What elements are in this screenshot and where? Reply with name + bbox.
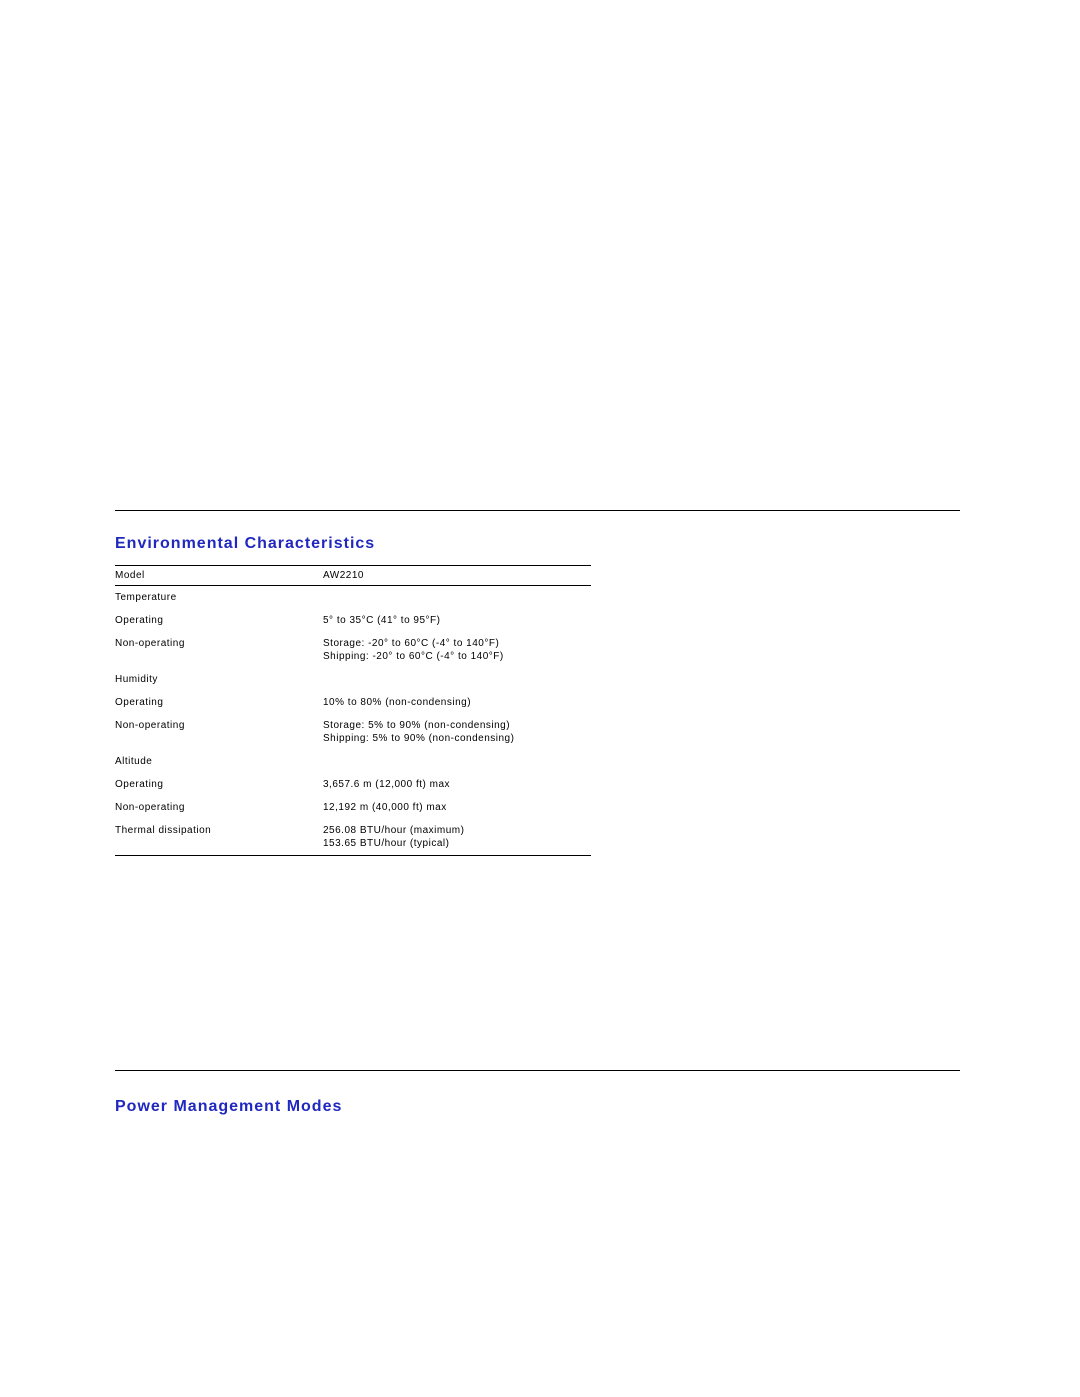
section-heading-env: Environmental Characteristics	[115, 535, 375, 553]
table-cell-value: 12,192 m (40,000 ft) max	[323, 796, 591, 819]
table-row: Non-operatingStorage: -20° to 60°C (-4° …	[115, 632, 591, 668]
table-cell-value: 256.08 BTU/hour (maximum) 153.65 BTU/hou…	[323, 819, 591, 856]
table-cell-value	[323, 668, 591, 691]
table-cell-value	[323, 750, 591, 773]
table-header-row: Model AW2210	[115, 566, 591, 586]
table-cell-label: Temperature	[115, 586, 323, 610]
table-cell-label: Humidity	[115, 668, 323, 691]
table-row: Operating5° to 35°C (41° to 95°F)	[115, 609, 591, 632]
table-row: Temperature	[115, 586, 591, 610]
table-header-value: AW2210	[323, 566, 591, 586]
section-heading-power: Power Management Modes	[115, 1098, 342, 1116]
table-row: Operating10% to 80% (non-condensing)	[115, 691, 591, 714]
table-cell-label: Non-operating	[115, 714, 323, 750]
page: Environmental Characteristics Model AW22…	[0, 0, 1080, 1397]
table-cell-value	[323, 586, 591, 610]
table-cell-value: 3,657.6 m (12,000 ft) max	[323, 773, 591, 796]
section-rule-power	[115, 1070, 960, 1071]
table-cell-value: Storage: -20° to 60°C (-4° to 140°F) Shi…	[323, 632, 591, 668]
env-spec-table: Model AW2210 TemperatureOperating5° to 3…	[115, 565, 591, 856]
table-cell-value: 5° to 35°C (41° to 95°F)	[323, 609, 591, 632]
table-cell-label: Operating	[115, 609, 323, 632]
table-row: Operating3,657.6 m (12,000 ft) max	[115, 773, 591, 796]
table-row: Thermal dissipation256.08 BTU/hour (maxi…	[115, 819, 591, 856]
table-cell-label: Non-operating	[115, 796, 323, 819]
table-cell-value: Storage: 5% to 90% (non-condensing) Ship…	[323, 714, 591, 750]
table-row: Non-operatingStorage: 5% to 90% (non-con…	[115, 714, 591, 750]
table-row: Humidity	[115, 668, 591, 691]
table-cell-label: Thermal dissipation	[115, 819, 323, 856]
table-cell-label: Operating	[115, 773, 323, 796]
table-cell-value: 10% to 80% (non-condensing)	[323, 691, 591, 714]
table-cell-label: Operating	[115, 691, 323, 714]
table-row: Non-operating12,192 m (40,000 ft) max	[115, 796, 591, 819]
section-rule-env	[115, 510, 960, 511]
table-cell-label: Altitude	[115, 750, 323, 773]
table-cell-label: Non-operating	[115, 632, 323, 668]
table-row: Altitude	[115, 750, 591, 773]
table-header-label: Model	[115, 566, 323, 586]
